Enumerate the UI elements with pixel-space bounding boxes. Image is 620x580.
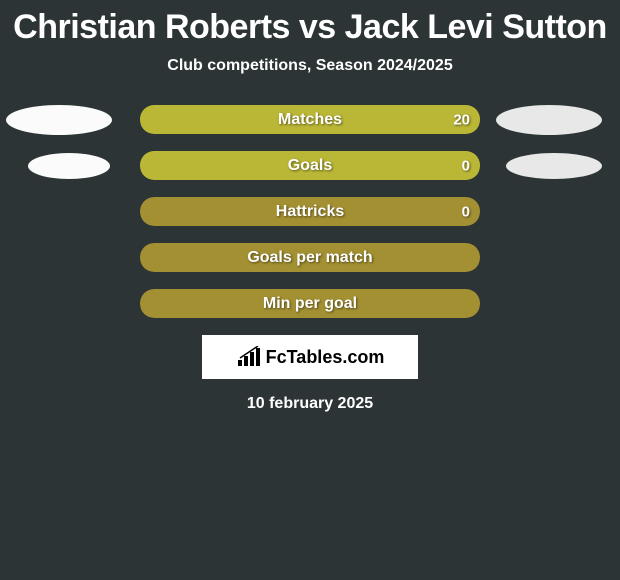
stat-label: Goals — [288, 157, 332, 175]
player-left-ellipse — [28, 153, 110, 179]
player-right-ellipse — [506, 153, 602, 179]
stat-row-gpm: Goals per match — [0, 243, 620, 272]
stat-row-goals: Goals 0 — [0, 151, 620, 180]
bar-holder: Hattricks 0 — [140, 197, 480, 226]
bar-holder: Min per goal — [140, 289, 480, 318]
bar-chart-icon — [236, 346, 262, 368]
stat-row-matches: Matches 20 — [0, 105, 620, 134]
stat-label: Matches — [278, 111, 342, 129]
player-right-ellipse — [496, 105, 602, 135]
stat-row-mpg: Min per goal — [0, 289, 620, 318]
bar-holder: Matches 20 — [140, 105, 480, 134]
stat-label: Goals per match — [247, 249, 372, 267]
logo-text: FcTables.com — [266, 347, 385, 368]
stats-area: Matches 20 Goals 0 Hattricks 0 Goals per… — [0, 105, 620, 318]
subtitle: Club competitions, Season 2024/2025 — [0, 57, 620, 75]
bar-holder: Goals 0 — [140, 151, 480, 180]
stat-value: 20 — [453, 111, 470, 128]
logo-inner: FcTables.com — [236, 346, 385, 368]
logo-box: FcTables.com — [202, 335, 418, 379]
stat-value: 0 — [462, 157, 470, 174]
stat-value: 0 — [462, 203, 470, 220]
stat-label: Hattricks — [276, 203, 344, 221]
stat-label: Min per goal — [263, 295, 357, 313]
date-line: 10 february 2025 — [0, 395, 620, 413]
bar-holder: Goals per match — [140, 243, 480, 272]
page-title: Christian Roberts vs Jack Levi Sutton — [0, 0, 620, 47]
player-left-ellipse — [6, 105, 112, 135]
stat-row-hattricks: Hattricks 0 — [0, 197, 620, 226]
